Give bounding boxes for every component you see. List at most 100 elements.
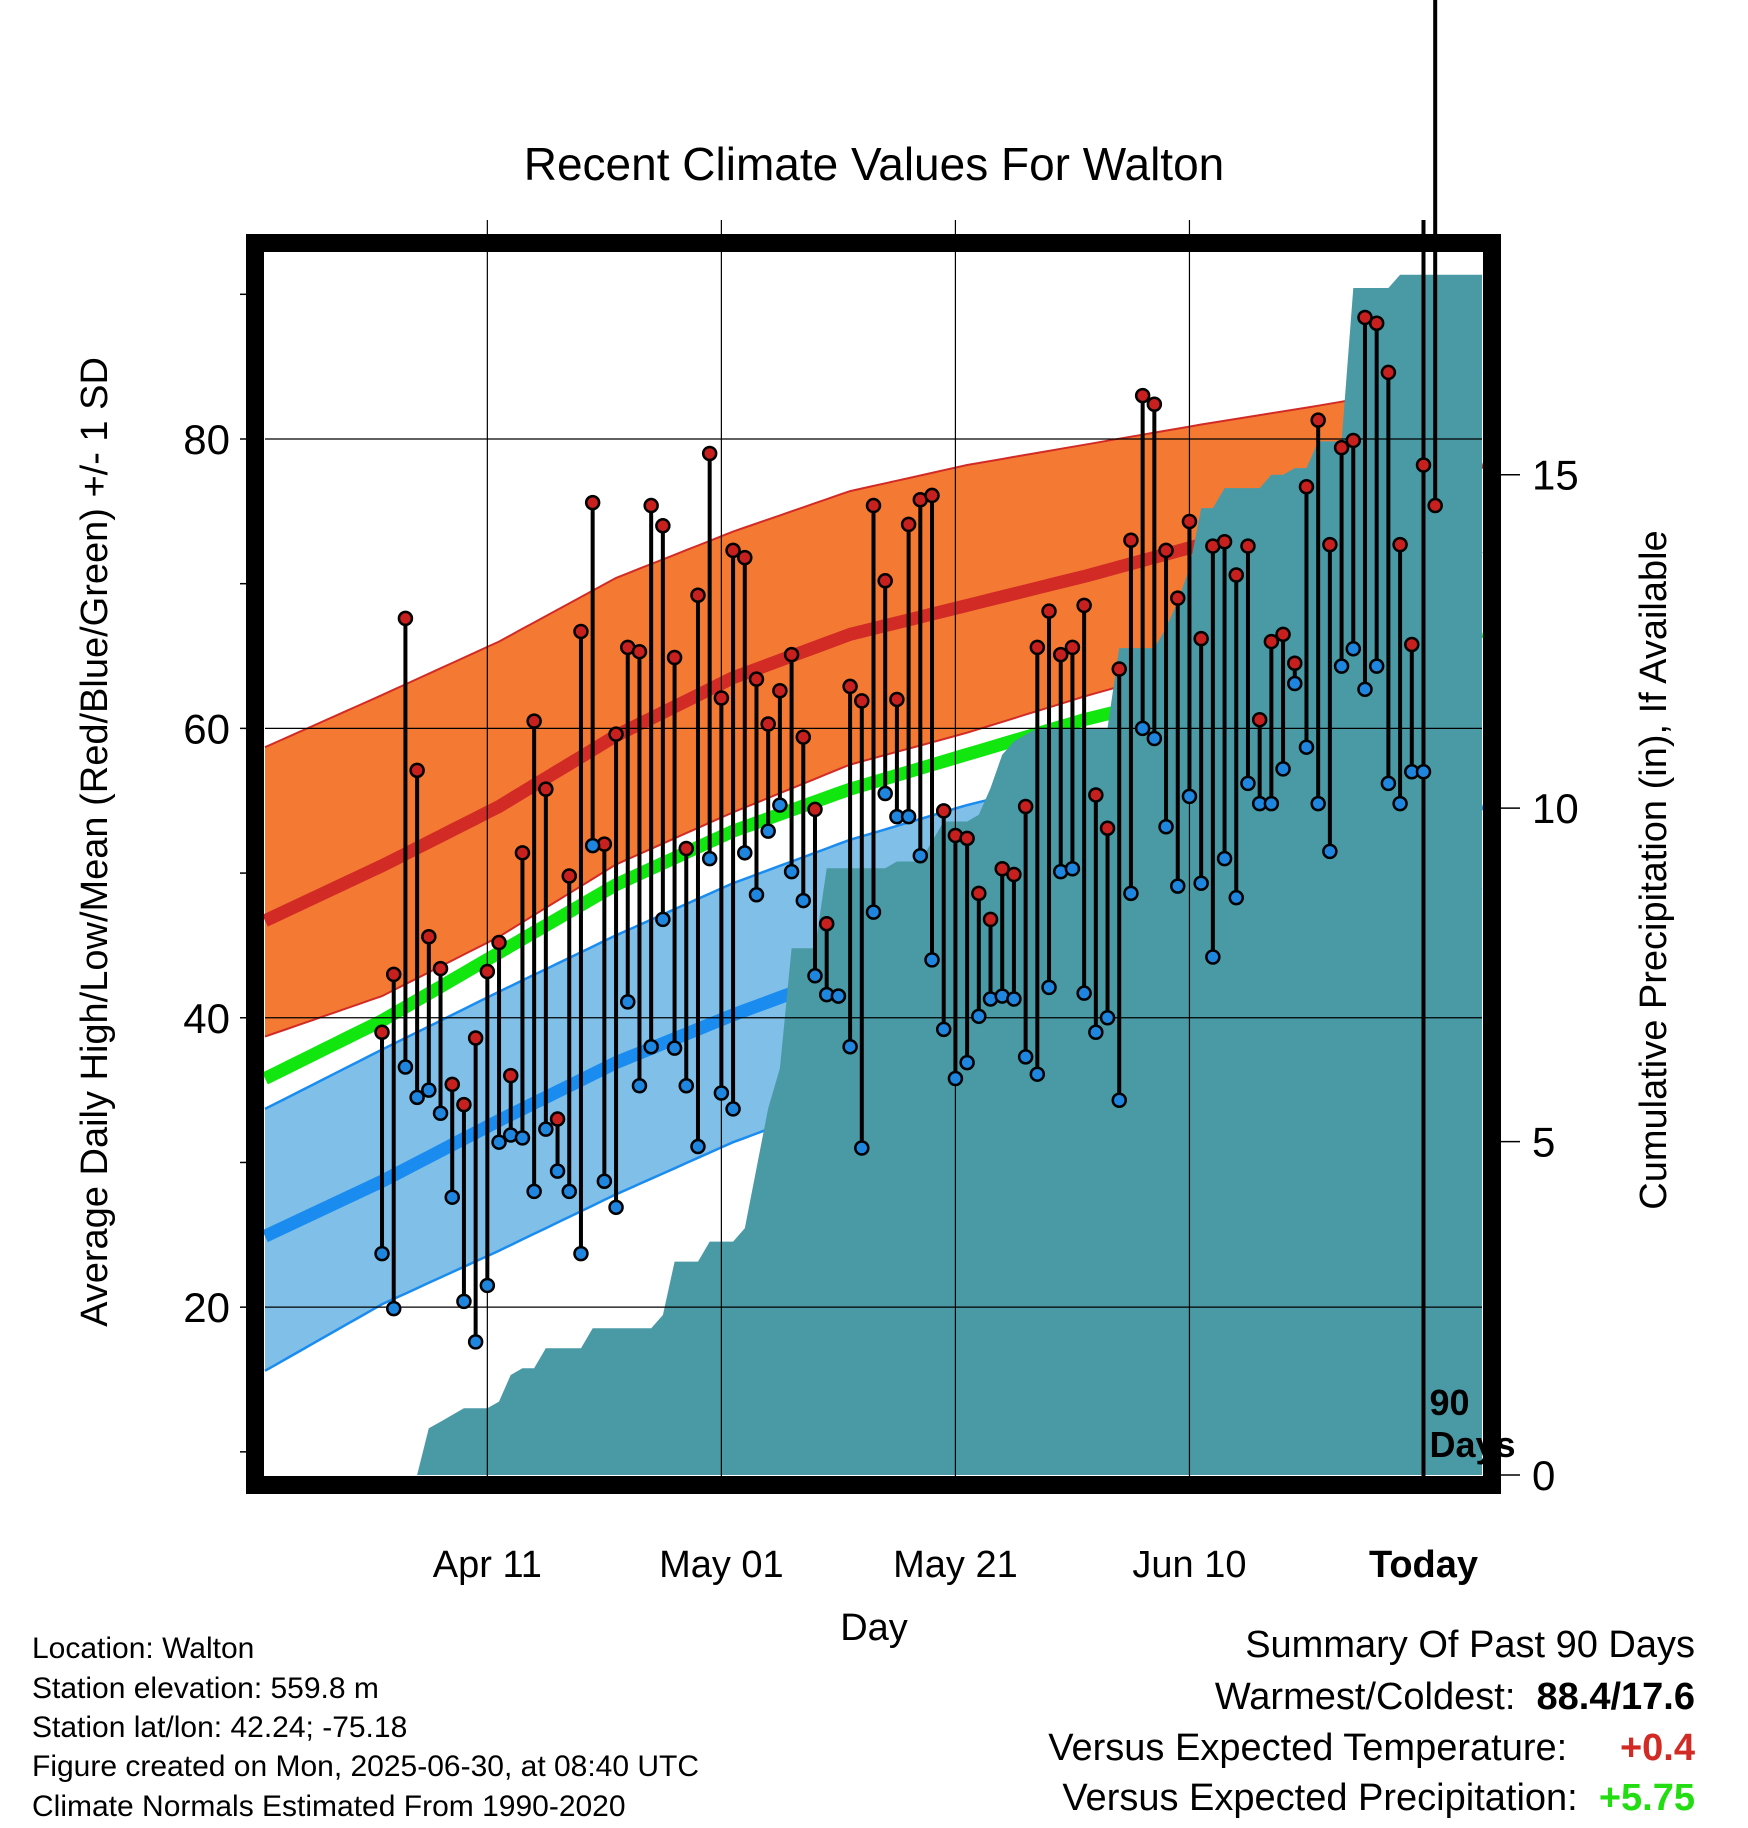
low-point bbox=[678, 1078, 695, 1094]
high-point bbox=[1404, 636, 1420, 653]
high-point bbox=[1251, 711, 1268, 728]
low-point bbox=[385, 1300, 402, 1317]
summary-precip: Versus Expected Precipitation: +5.75 bbox=[1062, 1777, 1695, 1820]
high-point bbox=[608, 726, 624, 742]
high-point bbox=[713, 690, 730, 706]
low-point bbox=[1029, 1066, 1046, 1082]
low-point bbox=[830, 988, 847, 1004]
low-point bbox=[1134, 720, 1151, 737]
high-point bbox=[1064, 639, 1081, 656]
low-point bbox=[854, 1140, 870, 1156]
low-point bbox=[748, 887, 765, 903]
high-point bbox=[678, 840, 695, 857]
high-point bbox=[444, 1076, 460, 1093]
today-marker-label: Days bbox=[1429, 1424, 1515, 1465]
high-point bbox=[1287, 655, 1303, 672]
warm-cold-value: 88.4/17.6 bbox=[1536, 1676, 1695, 1718]
high-point bbox=[1345, 432, 1362, 449]
y2-tick-label: 0 bbox=[1532, 1452, 1555, 1499]
low-point bbox=[491, 1134, 507, 1150]
low-point bbox=[608, 1199, 624, 1216]
low-point bbox=[912, 847, 929, 864]
high-point bbox=[1123, 532, 1139, 549]
location-text: Location: Walton bbox=[32, 1632, 255, 1665]
high-point bbox=[479, 963, 496, 980]
low-point bbox=[1076, 985, 1092, 1001]
high-point bbox=[971, 885, 987, 902]
y2-axis-label: Cumulative Precipitation (in), If Availa… bbox=[1633, 530, 1675, 1209]
high-point bbox=[1275, 626, 1291, 643]
high-point bbox=[1041, 603, 1057, 619]
precip-value: +5.75 bbox=[1598, 1777, 1695, 1819]
high-point bbox=[561, 868, 577, 884]
temp-value: +0.4 bbox=[1619, 1727, 1695, 1769]
high-point bbox=[584, 494, 601, 511]
low-point bbox=[1345, 641, 1362, 657]
plot-area: 20 40 60 80 0 5 10 15 Apr 11 May 01 May 21 Jun 10 To… bbox=[183, 0, 1579, 1586]
high-point bbox=[982, 911, 999, 928]
low-point bbox=[1322, 843, 1338, 860]
x-tick-label: Jun 10 bbox=[1132, 1544, 1246, 1586]
created-text: Figure created on Mon, 2025-06-30, at 08… bbox=[32, 1750, 700, 1783]
low-point bbox=[1193, 875, 1209, 891]
high-point bbox=[1017, 798, 1034, 815]
low-point bbox=[514, 1130, 531, 1146]
high-point bbox=[1111, 661, 1127, 677]
high-point bbox=[783, 646, 800, 663]
y-tick-label: 80 bbox=[183, 416, 230, 463]
high-point bbox=[1333, 439, 1350, 456]
high-point bbox=[1181, 513, 1198, 530]
low-point bbox=[935, 1021, 952, 1038]
high-point bbox=[1298, 478, 1315, 495]
high-point bbox=[1380, 364, 1397, 381]
summary-warm-cold: Warmest/Coldest: 88.4/17.6 bbox=[1215, 1676, 1695, 1719]
low-point bbox=[1263, 795, 1280, 812]
low-point bbox=[959, 1054, 975, 1071]
low-point bbox=[1064, 860, 1081, 877]
low-point bbox=[655, 911, 671, 928]
low-point bbox=[1017, 1049, 1034, 1065]
high-point bbox=[1368, 315, 1385, 331]
high-point bbox=[456, 1096, 472, 1113]
high-point bbox=[538, 781, 554, 797]
low-point bbox=[772, 797, 788, 813]
high-point bbox=[1099, 820, 1116, 836]
high-point bbox=[994, 860, 1010, 877]
y-tick-label: 60 bbox=[183, 705, 230, 752]
low-point bbox=[701, 850, 718, 867]
high-point bbox=[1088, 787, 1104, 803]
low-point bbox=[900, 808, 917, 825]
plot-frame bbox=[246, 234, 1501, 1494]
high-point bbox=[690, 587, 706, 604]
low-point bbox=[444, 1189, 460, 1205]
x-tick-label: May 21 bbox=[893, 1544, 1018, 1586]
high-point bbox=[1193, 630, 1209, 647]
low-point bbox=[783, 863, 800, 880]
low-point bbox=[479, 1277, 496, 1294]
low-point bbox=[549, 1163, 566, 1179]
low-point bbox=[643, 1038, 659, 1055]
high-point bbox=[1263, 633, 1280, 650]
x-tick-label: May 01 bbox=[659, 1544, 784, 1586]
high-point bbox=[385, 966, 402, 983]
low-point bbox=[690, 1138, 706, 1155]
low-point bbox=[1006, 991, 1022, 1007]
low-point bbox=[713, 1085, 730, 1101]
low-point bbox=[1111, 1092, 1127, 1108]
high-point bbox=[865, 497, 882, 514]
high-point bbox=[1170, 590, 1186, 606]
high-point bbox=[842, 678, 858, 695]
y2-tick-label: 10 bbox=[1532, 785, 1579, 832]
y2-tick-label: 5 bbox=[1532, 1119, 1555, 1166]
low-point bbox=[1333, 658, 1350, 674]
high-point bbox=[397, 610, 414, 627]
high-point bbox=[1052, 646, 1069, 663]
low-point bbox=[397, 1059, 414, 1075]
low-point bbox=[807, 968, 823, 984]
high-point bbox=[502, 1067, 519, 1084]
low-point bbox=[1275, 761, 1291, 777]
high-point bbox=[1076, 597, 1092, 614]
high-point bbox=[795, 729, 812, 745]
high-point bbox=[900, 516, 917, 533]
